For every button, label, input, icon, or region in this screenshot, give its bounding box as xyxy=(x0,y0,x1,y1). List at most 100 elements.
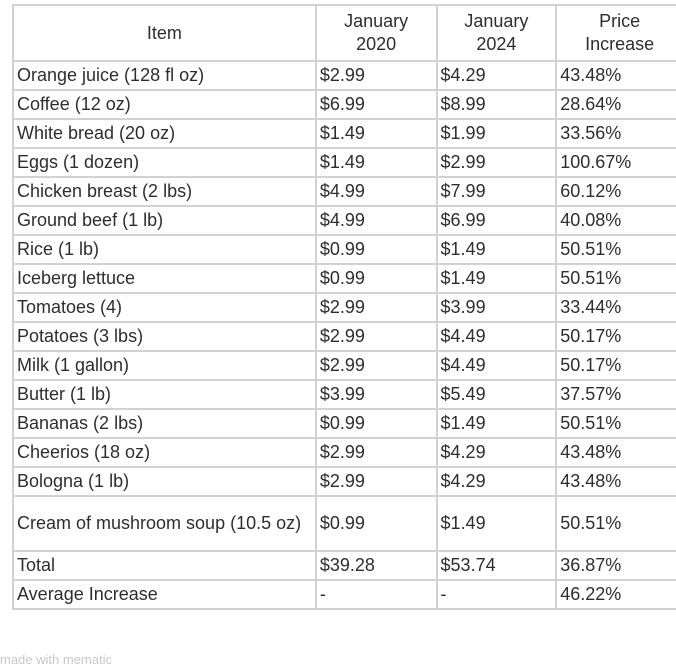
column-header-line: Increase xyxy=(585,34,655,54)
column-header: January 2020 xyxy=(314,4,438,62)
table-cell: $39.28 xyxy=(314,550,438,581)
table-cell: 50.51% xyxy=(555,234,676,265)
table-cell: 50.51% xyxy=(555,408,676,439)
column-header: January 2024 xyxy=(435,4,558,62)
watermark: made with mematic xyxy=(0,652,112,667)
table-cell: Iceberg lettuce xyxy=(12,263,317,294)
table-cell: $2.99 xyxy=(314,466,438,497)
table-cell: $2.99 xyxy=(314,437,438,468)
table-cell: Potatoes (3 lbs) xyxy=(12,321,317,352)
table-cell: 33.44% xyxy=(555,292,676,323)
table-cell: 50.17% xyxy=(555,321,676,352)
table-row: Bananas (2 lbs) $0.99 $1.49 50.51% xyxy=(12,408,676,439)
column-header: Price Increase xyxy=(555,4,676,62)
price-table: Item January 2020 January 2024 Price Increase … xyxy=(12,4,676,610)
table-cell: $6.99 xyxy=(435,205,558,236)
table-row: Tomatoes (4) $2.99 $3.99 33.44% xyxy=(12,292,676,323)
table-row: Total $39.28 $53.74 36.87% xyxy=(12,550,676,581)
table-row: Milk (1 gallon) $2.99 $4.49 50.17% xyxy=(12,350,676,381)
table-cell: 43.48% xyxy=(555,466,676,497)
column-header-line: Price xyxy=(599,11,641,31)
table-cell: $4.29 xyxy=(435,437,558,468)
table-cell: $4.49 xyxy=(435,350,558,381)
table-cell: Average Increase xyxy=(12,579,317,610)
table-row: Butter (1 lb) $3.99 $5.49 37.57% xyxy=(12,379,676,410)
table-row: Cheerios (18 oz) $2.99 $4.29 43.48% xyxy=(12,437,676,468)
column-header: Item xyxy=(12,4,317,62)
table-cell: 37.57% xyxy=(555,379,676,410)
table-cell: $0.99 xyxy=(314,495,438,552)
header-row: Item January 2020 January 2024 Price Increase xyxy=(12,4,676,62)
table-cell: $4.49 xyxy=(435,321,558,352)
table-cell: 50.51% xyxy=(555,263,676,294)
table-cell: 50.17% xyxy=(555,350,676,381)
table-cell: $0.99 xyxy=(314,234,438,265)
table-cell: $1.49 xyxy=(314,118,438,149)
table-cell: 50.51% xyxy=(555,495,676,552)
table-row: Average Increase - -46.22% xyxy=(12,579,676,610)
table-cell: $6.99 xyxy=(314,89,438,120)
column-header-line: January xyxy=(464,11,529,31)
table-row: Cream of mushroom soup (10.5 oz) $0.99 $1.… xyxy=(12,495,676,552)
table-cell: White bread (20 oz) xyxy=(12,118,317,149)
table-row: Bologna (1 lb) $2.99 $4.29 43.48% xyxy=(12,466,676,497)
table-cell: $1.99 xyxy=(435,118,558,149)
table-cell: Ground beef (1 lb) xyxy=(12,205,317,236)
table-cell: 28.64% xyxy=(555,89,676,120)
column-header-line: 2020 xyxy=(356,34,397,54)
table-cell: $1.49 xyxy=(435,408,558,439)
table-cell: Rice (1 lb) xyxy=(12,234,317,265)
table-cell: $4.99 xyxy=(314,176,438,207)
table-row: Coffee (12 oz) $6.99 $8.99 28.64% xyxy=(12,89,676,120)
table-row: White bread (20 oz) $1.49 $1.99 33.56% xyxy=(12,118,676,149)
table-cell: $2.99 xyxy=(435,147,558,178)
table-cell: $4.29 xyxy=(435,466,558,497)
table-cell: Tomatoes (4) xyxy=(12,292,317,323)
table-cell: Butter (1 lb) xyxy=(12,379,317,410)
table-cell: $1.49 xyxy=(314,147,438,178)
table-cell: Orange juice (128 fl oz) xyxy=(12,60,317,91)
table-cell: $4.99 xyxy=(314,205,438,236)
table-row: Potatoes (3 lbs) $2.99 $4.49 50.17% xyxy=(12,321,676,352)
table-cell: $2.99 xyxy=(314,321,438,352)
table-cell: 43.48% xyxy=(555,60,676,91)
table-cell: $8.99 xyxy=(435,89,558,120)
table-row: Chicken breast (2 lbs) $4.99 $7.99 60.12% xyxy=(12,176,676,207)
table-cell: Cheerios (18 oz) xyxy=(12,437,317,468)
table-cell: $1.49 xyxy=(435,234,558,265)
table-cell: Milk (1 gallon) xyxy=(12,350,317,381)
column-header-line: Item xyxy=(146,22,182,43)
table-row: Orange juice (128 fl oz) $2.99 $4.29 43.48% xyxy=(12,60,676,91)
table-cell: $5.49 xyxy=(435,379,558,410)
column-header-line: January xyxy=(344,11,409,31)
table-cell: 33.56% xyxy=(555,118,676,149)
table-cell: $1.49 xyxy=(435,495,558,552)
table-cell: 60.12% xyxy=(555,176,676,207)
table-row: Rice (1 lb) $0.99 $1.49 50.51% xyxy=(12,234,676,265)
table-row: Ground beef (1 lb) $4.99 $6.99 40.08% xyxy=(12,205,676,236)
table-cell: Eggs (1 dozen) xyxy=(12,147,317,178)
table-cell: $2.99 xyxy=(314,60,438,91)
table-cell: $4.29 xyxy=(435,60,558,91)
table-cell: - xyxy=(314,579,438,610)
table-cell: 40.08% xyxy=(555,205,676,236)
table-cell: 46.22% xyxy=(555,579,676,610)
table-cell: Cream of mushroom soup (10.5 oz) xyxy=(12,495,317,552)
table-cell: $0.99 xyxy=(314,263,438,294)
table-row: Iceberg lettuce $0.99 $1.49 50.51% xyxy=(12,263,676,294)
column-header-line: 2024 xyxy=(476,34,517,54)
table-cell: 100.67% xyxy=(555,147,676,178)
table-cell: $1.49 xyxy=(435,263,558,294)
table-cell: Bananas (2 lbs) xyxy=(12,408,317,439)
table-cell: 36.87% xyxy=(555,550,676,581)
table-cell: Total xyxy=(12,550,317,581)
table-cell: $3.99 xyxy=(435,292,558,323)
table-cell: - xyxy=(435,579,558,610)
table-cell: 43.48% xyxy=(555,437,676,468)
table-cell: Coffee (12 oz) xyxy=(12,89,317,120)
table-cell: $0.99 xyxy=(314,408,438,439)
table-cell: Chicken breast (2 lbs) xyxy=(12,176,317,207)
table-cell: Bologna (1 lb) xyxy=(12,466,317,497)
table-cell: $53.74 xyxy=(435,550,558,581)
table-cell: $2.99 xyxy=(314,350,438,381)
